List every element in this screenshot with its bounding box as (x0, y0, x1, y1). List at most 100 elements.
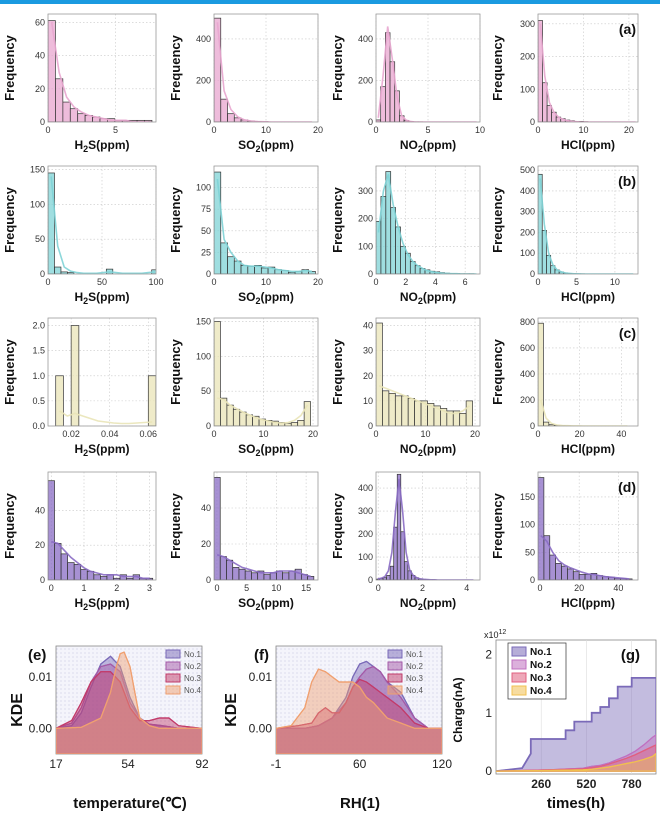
y-tick-label: 400 (358, 483, 373, 493)
x-axis-label: SO2(ppm) (238, 138, 294, 154)
histogram-bar (48, 172, 55, 274)
histogram-bar (263, 574, 271, 580)
hist-panel-d-4: 0 20 40 0 50 100 150 Frequency HCl(ppm) (490, 471, 639, 610)
histogram-bar (389, 565, 395, 580)
y-tick-label: 0 (206, 269, 211, 279)
y-axis-label: Charge(nA) (451, 677, 465, 742)
legend-label: No.1 (406, 650, 423, 659)
y-tick-label: 300 (358, 186, 373, 196)
histogram-bar (260, 267, 269, 274)
x-label-main: SO (238, 138, 255, 152)
bars (48, 480, 154, 580)
kde-line (51, 540, 150, 580)
y-tick-label: 1.0 (32, 371, 45, 381)
y-tick-label: 100 (520, 248, 535, 258)
x-tick-label: 5 (425, 125, 430, 135)
y-tick-label: 50 (525, 547, 535, 557)
kde-line (377, 26, 477, 122)
x-label-unit: (ppm) (582, 596, 615, 610)
x-label-subscript: 2 (256, 296, 261, 306)
legend-label: No.2 (406, 662, 423, 671)
y-tick-label: 0 (368, 117, 373, 127)
x-tick-label: 0.02 (62, 429, 80, 439)
x-tick-label: 260 (531, 777, 551, 791)
axis-frame (213, 317, 319, 427)
x-axis-label: HCl(ppm) (561, 596, 615, 610)
histogram-bar (67, 562, 75, 580)
x-axis-label: HCl(ppm) (561, 290, 615, 304)
x-label-main: H (74, 442, 83, 456)
x-label-main: NO (400, 290, 418, 304)
y-tick-label: 0 (485, 764, 492, 778)
histogram-bar (414, 400, 422, 426)
areas (276, 660, 442, 754)
x-tick-label: 40 (613, 583, 623, 593)
legend-label: No.4 (530, 686, 552, 697)
x-tick-label: 0 (214, 583, 219, 593)
panel-tag-c: (c) (619, 325, 636, 341)
bars (214, 171, 316, 274)
x-label-main: H (74, 596, 83, 610)
histogram-bar (219, 556, 227, 580)
y-tick-label: 0.0 (32, 421, 45, 431)
x-label-subscript: 2 (256, 602, 261, 612)
y-axis-label: Frequency (490, 338, 505, 405)
exponent-base: x10 (484, 630, 499, 640)
x-label-unit: (ppm) (582, 442, 615, 456)
y-tick-label: 0 (530, 421, 535, 431)
y-tick-label: 0.00 (29, 721, 53, 735)
histogram-bar (549, 554, 556, 580)
x-tick-label: 10 (259, 429, 269, 439)
y-axis-label: Frequency (330, 34, 345, 101)
x-tick-label: 780 (622, 777, 642, 791)
x-axis-label: HCl(ppm) (561, 138, 615, 152)
plot-area (537, 13, 639, 123)
y-tick-label: 800 (520, 317, 535, 327)
hist-panel-c-2: 0 10 20 0 50 100 150 Frequency SO2(ppm) (168, 316, 319, 458)
x-label-unit: S(ppm) (88, 290, 129, 304)
x-axis-label: temperature(℃) (73, 795, 187, 812)
axis-exponent: x1012 (484, 629, 506, 640)
histogram-bar (214, 321, 221, 426)
legend-label: No.3 (406, 674, 423, 683)
x-tick-label: 2 (403, 277, 408, 287)
histogram-bar (226, 559, 234, 580)
x-tick-label: 5 (113, 125, 118, 135)
x-tick-label: 4 (433, 277, 438, 287)
histogram-bar (555, 563, 562, 580)
histogram-bar (290, 422, 299, 426)
y-tick-label: 100 (358, 241, 373, 251)
y-tick-label: 200 (358, 529, 373, 539)
histogram-bar (69, 108, 79, 122)
legend-swatch (511, 685, 527, 696)
y-tick-label: 30 (363, 346, 373, 356)
x-tick-label: 10 (578, 125, 588, 135)
hist-panel-c-3: 0 10 20 0 10 20 30 40 Frequency NO2(ppm) (330, 317, 481, 458)
x-label-subscript: 2 (418, 602, 423, 612)
y-tick-label: 0 (368, 421, 373, 431)
plot-area (537, 165, 639, 275)
series-line-no3 (276, 678, 442, 729)
x-axis-label: RH(1) (340, 795, 380, 812)
histogram-bar (239, 411, 247, 426)
panel-tag-g: (g) (621, 647, 640, 664)
x-label-unit: (ppm) (261, 596, 294, 610)
x-label-main: HCl (561, 596, 582, 610)
axis-frame (537, 13, 639, 123)
plot-area (275, 645, 443, 755)
y-tick-label: 400 (520, 186, 535, 196)
histogram-bar (546, 105, 552, 122)
histogram-bar (578, 574, 586, 580)
histogram-bar (538, 477, 545, 580)
x-tick-label: 100 (148, 277, 163, 287)
histogram-bar (77, 113, 86, 122)
histogram-bar (60, 553, 68, 580)
histogram-bar (403, 561, 409, 580)
x-label-main: SO (238, 442, 255, 456)
y-tick-label: 0.01 (249, 670, 273, 684)
x-tick-label: 20 (313, 125, 323, 135)
x-axis-label: NO2(ppm) (400, 290, 456, 306)
x-tick-label: 0 (45, 125, 50, 135)
